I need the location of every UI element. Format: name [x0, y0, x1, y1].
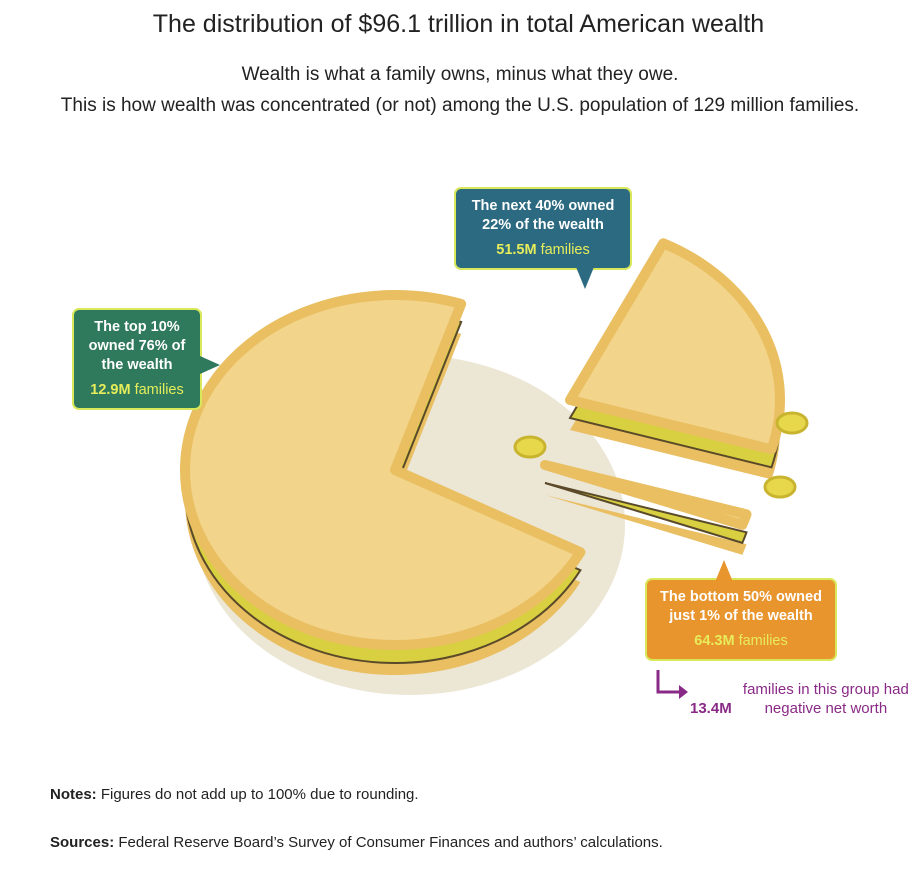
subtitle-line-1: Wealth is what a family owns, minus what… [241, 64, 679, 85]
coin-icon [513, 435, 547, 459]
notes-label: Notes: [50, 786, 97, 803]
callout-next-text: The next 40% owned 22% of the wealth [471, 198, 615, 233]
callout-bottom-50: The bottom 50% owned just 1% of the weal… [647, 580, 835, 659]
chart-title: The distribution of $96.1 trillion in to… [152, 10, 765, 38]
slice-top-crust [540, 460, 752, 530]
pie-slice-bottom-50 [540, 460, 752, 555]
callout-next-families-count: 51.5M [496, 242, 537, 258]
callout-next-40: The next 40% owned 22% of the wealth 51.… [456, 189, 630, 268]
callout-bottom-pointer [715, 560, 733, 582]
callout-bottom-families-label: families [738, 633, 788, 649]
notes-text: Figures do not add up to 100% due to rou… [96, 786, 419, 803]
callout-next-families-label: families [540, 242, 590, 258]
negative-text: families in this group had negative net … [742, 681, 909, 717]
slice-coin-filling [544, 482, 748, 545]
callout-top-families-count: 12.9M [90, 382, 131, 398]
callout-bottom-text: The bottom 50% owned just 1% of the weal… [660, 589, 822, 624]
coin-icon [763, 475, 797, 499]
slice-top-crust [180, 290, 586, 650]
sources-label: Sources: [50, 834, 115, 851]
sources: Sources: Federal Reserve Board’s Survey … [50, 834, 663, 851]
pie-slice-top-10 [180, 290, 586, 675]
arrow-icon [656, 670, 688, 699]
notes: Notes: Figures do not add up to 100% due… [50, 786, 419, 803]
callout-bottom-families-count: 64.3M [694, 633, 735, 649]
negative-net-worth-note: 13.4M families in this group had negativ… [690, 680, 916, 718]
callout-top-families-label: families [134, 382, 184, 398]
slice-side [545, 495, 747, 555]
pie-slice-next-40 [565, 238, 785, 480]
subtitle-line-2: This is how wealth was concentrated (or … [60, 95, 860, 116]
callout-top-text: The top 10% owned 76% of the wealth [88, 319, 186, 373]
coin-icon [775, 411, 809, 435]
callout-top-10: The top 10% owned 76% of the wealth 12.9… [74, 310, 200, 408]
sources-text: Federal Reserve Board’s Survey of Consum… [114, 834, 663, 851]
negative-count: 13.4M [690, 700, 732, 717]
callout-next-pointer [576, 267, 594, 289]
callout-top-pointer [200, 356, 220, 374]
